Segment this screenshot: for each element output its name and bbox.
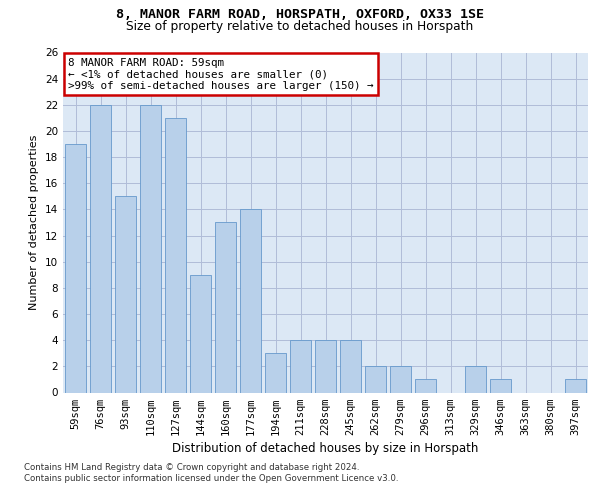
Text: 8 MANOR FARM ROAD: 59sqm
← <1% of detached houses are smaller (0)
>99% of semi-d: 8 MANOR FARM ROAD: 59sqm ← <1% of detach…	[68, 58, 374, 91]
Bar	[290, 340, 311, 392]
Bar	[565, 380, 586, 392]
Bar	[365, 366, 386, 392]
X-axis label: Distribution of detached houses by size in Horspath: Distribution of detached houses by size …	[172, 442, 479, 455]
Bar	[390, 366, 411, 392]
Bar	[215, 222, 236, 392]
Bar	[190, 275, 211, 392]
Bar	[415, 380, 436, 392]
Bar	[115, 196, 136, 392]
Bar	[315, 340, 336, 392]
Bar	[65, 144, 86, 392]
Bar	[240, 210, 261, 392]
Y-axis label: Number of detached properties: Number of detached properties	[29, 135, 40, 310]
Text: 8, MANOR FARM ROAD, HORSPATH, OXFORD, OX33 1SE: 8, MANOR FARM ROAD, HORSPATH, OXFORD, OX…	[116, 8, 484, 20]
Bar	[90, 105, 111, 393]
Text: Contains public sector information licensed under the Open Government Licence v3: Contains public sector information licen…	[24, 474, 398, 483]
Bar	[265, 354, 286, 393]
Bar	[490, 380, 511, 392]
Bar	[340, 340, 361, 392]
Text: Size of property relative to detached houses in Horspath: Size of property relative to detached ho…	[127, 20, 473, 33]
Text: Contains HM Land Registry data © Crown copyright and database right 2024.: Contains HM Land Registry data © Crown c…	[24, 462, 359, 471]
Bar	[465, 366, 486, 392]
Bar	[165, 118, 186, 392]
Bar	[140, 105, 161, 393]
